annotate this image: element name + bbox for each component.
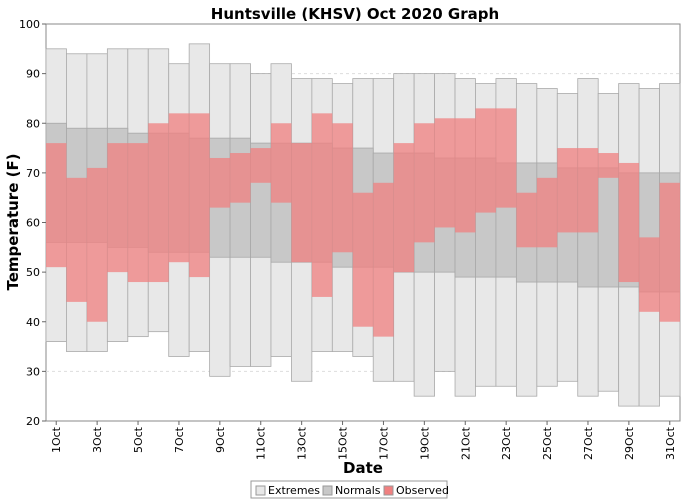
observed-bar xyxy=(598,153,619,178)
observed-bar xyxy=(659,182,680,322)
x-tick-label: 21Oct xyxy=(459,426,472,460)
observed-bar xyxy=(148,123,169,283)
observed-series xyxy=(46,108,680,337)
chart-title: Huntsville (KHSV) Oct 2020 Graph xyxy=(211,5,499,23)
x-tick-label: 13Oct xyxy=(296,426,309,460)
observed-bar xyxy=(250,148,271,183)
x-tick-label: 31Oct xyxy=(664,426,677,460)
x-tick-label: 1Oct xyxy=(50,426,63,453)
y-tick-label: 100 xyxy=(19,18,40,31)
y-tick-label: 30 xyxy=(26,365,40,378)
observed-bar xyxy=(86,167,108,322)
y-tick-label: 50 xyxy=(26,266,40,279)
observed-bar xyxy=(393,143,415,273)
observed-bar xyxy=(46,143,67,268)
observed-bar xyxy=(230,153,251,203)
legend-swatch-extremes xyxy=(255,485,266,496)
observed-bar xyxy=(577,148,599,233)
observed-bar xyxy=(127,143,149,283)
observed-bar xyxy=(209,157,231,208)
x-tick-label: 11Oct xyxy=(255,426,268,460)
x-tick-label: 5Oct xyxy=(132,426,145,453)
x-tick-label: 9Oct xyxy=(214,426,227,453)
legend-swatch-normals xyxy=(322,485,333,496)
observed-bar xyxy=(414,123,435,243)
observed-bar xyxy=(352,192,374,327)
y-axis-title: Temperature (F) xyxy=(4,153,22,290)
observed-bar xyxy=(495,108,517,208)
observed-bar xyxy=(168,113,190,263)
observed-bar xyxy=(189,113,210,278)
normals-bar xyxy=(597,167,620,288)
y-tick-label: 60 xyxy=(26,217,40,230)
y-tick-label: 40 xyxy=(26,316,40,329)
observed-bar xyxy=(516,192,537,248)
observed-bar xyxy=(311,113,333,297)
observed-bar xyxy=(373,182,394,337)
x-axis-title: Date xyxy=(343,459,383,477)
observed-bar xyxy=(536,177,558,248)
x-tick-label: 3Oct xyxy=(91,426,104,453)
x-tick-label: 23Oct xyxy=(500,426,513,460)
observed-bar xyxy=(455,118,476,233)
x-axis-ticks: 1Oct 3Oct 5Oct 7Oct 9Oct 11Oct 13Oct 15Oct 17Oct… xyxy=(50,421,677,460)
observed-bar xyxy=(639,237,660,312)
y-axis-ticks: 20 30 40 50 60 70 80 90 100 xyxy=(19,18,46,428)
x-tick-label: 25Oct xyxy=(541,426,554,460)
observed-bar xyxy=(557,148,578,233)
legend: Extremes Normals Observed xyxy=(250,480,449,499)
legend-swatch-observed xyxy=(383,485,394,496)
legend-label-extremes: Extremes xyxy=(268,484,320,497)
x-tick-label: 7Oct xyxy=(173,426,186,453)
observed-bar xyxy=(291,143,312,263)
y-tick-label: 80 xyxy=(26,117,40,130)
legend-box xyxy=(250,480,448,499)
legend-label-observed: Observed xyxy=(396,484,449,497)
x-tick-label: 15Oct xyxy=(337,426,350,460)
observed-bar xyxy=(434,118,456,228)
observed-bar xyxy=(332,123,353,253)
observed-bar xyxy=(270,123,292,203)
y-tick-label: 70 xyxy=(26,167,40,180)
x-tick-label: 17Oct xyxy=(377,426,390,460)
observed-bar xyxy=(618,162,640,283)
x-tick-label: 29Oct xyxy=(623,426,636,460)
x-tick-label: 27Oct xyxy=(582,426,595,460)
y-tick-label: 90 xyxy=(26,68,40,81)
observed-bar xyxy=(107,143,128,273)
x-tick-label: 19Oct xyxy=(418,426,431,460)
legend-label-normals: Normals xyxy=(335,484,381,497)
observed-bar xyxy=(475,108,496,213)
y-tick-label: 20 xyxy=(26,415,40,428)
observed-bar xyxy=(66,177,87,302)
